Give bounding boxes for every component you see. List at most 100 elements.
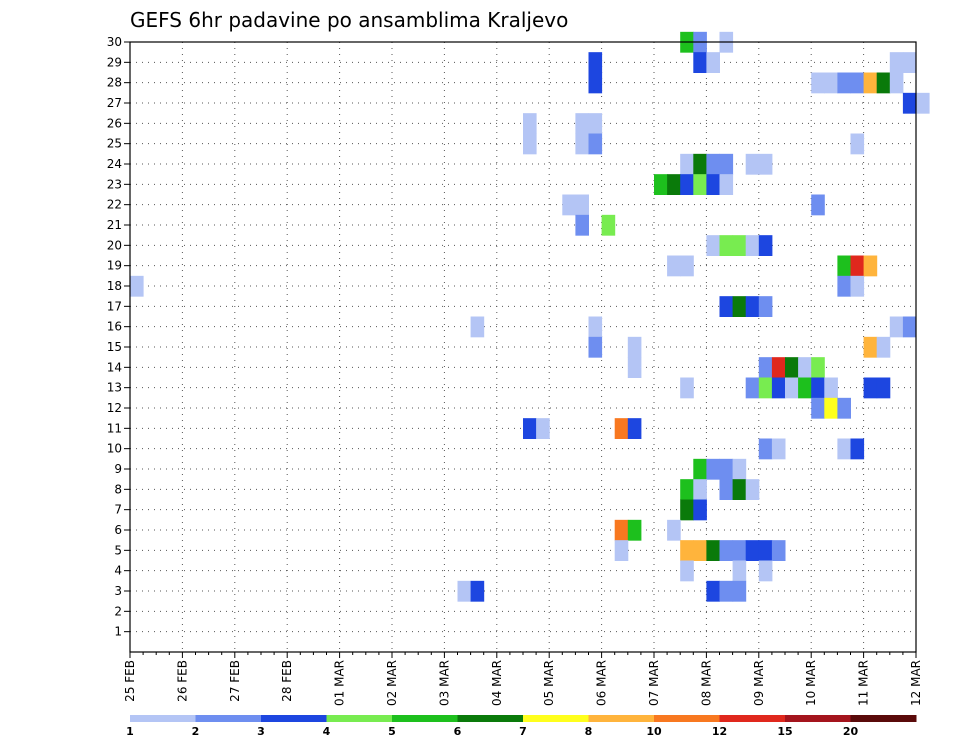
precip-cell	[706, 52, 720, 73]
precip-cell	[706, 235, 720, 256]
legend-label: 12	[712, 725, 727, 738]
y-tick-label: 16	[107, 320, 122, 334]
precip-cell	[732, 296, 747, 317]
x-tick-label: 25 FEB	[123, 660, 137, 702]
precip-cell	[654, 174, 668, 195]
x-tick-label: 06 MAR	[595, 660, 609, 706]
heatmap-cells	[130, 31, 930, 602]
x-tick-label: 10 MAR	[804, 660, 818, 706]
precip-cell	[588, 52, 603, 73]
legend-swatch	[261, 715, 327, 722]
y-tick-label: 25	[107, 137, 122, 151]
legend-label: 6	[454, 725, 462, 738]
y-tick-label: 29	[107, 55, 122, 69]
y-tick-label: 14	[107, 360, 122, 374]
legend-swatch	[523, 715, 589, 722]
precip-cell	[771, 377, 786, 399]
precip-cell	[719, 540, 734, 561]
x-tick-label: 09 MAR	[752, 660, 766, 706]
precip-cell	[614, 519, 629, 541]
y-tick-label: 21	[107, 218, 122, 232]
precip-cell	[693, 52, 707, 73]
precip-cell	[850, 438, 865, 460]
precip-cell	[745, 479, 760, 500]
precip-cell	[627, 519, 642, 541]
precip-cell	[667, 174, 681, 195]
y-tick-label: 10	[107, 442, 122, 456]
precip-cell	[785, 357, 799, 378]
x-tick-label: 01 MAR	[333, 660, 347, 706]
precip-cell	[536, 418, 550, 439]
precip-cell	[614, 418, 629, 439]
precip-cell	[719, 235, 734, 256]
precip-cell	[719, 580, 734, 602]
x-tick-label: 03 MAR	[437, 660, 451, 706]
precip-cell	[863, 255, 878, 277]
precip-cell	[850, 72, 865, 94]
y-tick-label: 11	[107, 421, 122, 435]
y-tick-label: 8	[114, 482, 122, 496]
y-tick-label: 5	[114, 543, 122, 557]
precip-cell	[680, 377, 694, 399]
precip-cell	[680, 560, 694, 582]
precip-cell	[457, 580, 472, 602]
precip-cell	[575, 194, 589, 216]
y-tick-label: 4	[114, 564, 122, 578]
precip-cell	[706, 540, 720, 561]
y-tick-label: 30	[107, 35, 122, 49]
precip-cell	[719, 479, 734, 500]
y-tick-label: 3	[114, 584, 122, 598]
precip-cell	[706, 153, 720, 175]
precip-cell	[876, 72, 891, 94]
precip-cell	[798, 357, 812, 378]
precip-cell	[627, 357, 642, 378]
precip-cell	[824, 377, 838, 399]
precip-cell	[758, 153, 773, 175]
y-tick-label: 7	[114, 503, 122, 517]
precip-cell	[837, 275, 851, 297]
precip-cell	[693, 540, 707, 561]
legend-swatch	[785, 715, 851, 722]
color-legend: 1 2 3 4 5 6 7 8 10 12 15 20	[126, 715, 917, 738]
precip-cell	[811, 357, 825, 378]
legend-swatch	[326, 715, 393, 722]
x-tick-label: 27 FEB	[228, 660, 242, 702]
legend-label: 20	[843, 725, 859, 738]
precip-cell	[706, 458, 720, 480]
y-tick-label: 12	[107, 401, 122, 415]
x-tick-label: 26 FEB	[175, 660, 189, 702]
chart-title: GEFS 6hr padavine po ansamblima Kraljevo	[130, 8, 568, 32]
precip-cell	[758, 438, 773, 460]
precip-cell	[693, 458, 707, 480]
legend-swatch	[457, 715, 524, 722]
precip-cell	[667, 519, 681, 541]
precip-cell	[758, 235, 773, 256]
precip-cell	[130, 275, 144, 297]
y-tick-label: 28	[107, 76, 122, 90]
precip-cell	[732, 560, 747, 582]
y-tick-label: 26	[107, 116, 122, 130]
precip-cell	[680, 479, 694, 500]
precip-cell	[719, 458, 734, 480]
precip-cell	[745, 540, 760, 561]
precip-cell	[575, 113, 589, 134]
precip-cell	[719, 296, 734, 317]
x-tick-label: 28 FEB	[280, 660, 294, 702]
precip-cell	[771, 540, 786, 561]
legend-swatch	[850, 715, 917, 722]
precip-cell	[588, 336, 603, 358]
precip-cell	[732, 540, 747, 561]
precip-cell	[863, 72, 878, 94]
precip-cell	[758, 560, 773, 582]
precip-cell	[863, 377, 878, 399]
precip-cell	[706, 580, 720, 602]
precip-cell	[889, 52, 904, 73]
legend-swatch	[588, 715, 655, 722]
y-tick-label: 9	[114, 462, 122, 476]
legend-label: 4	[323, 725, 331, 738]
precip-cell	[588, 113, 603, 134]
precip-cell	[627, 336, 642, 358]
precip-cell	[811, 72, 825, 94]
x-tick-label: 02 MAR	[385, 660, 399, 706]
precip-cell	[837, 255, 851, 277]
